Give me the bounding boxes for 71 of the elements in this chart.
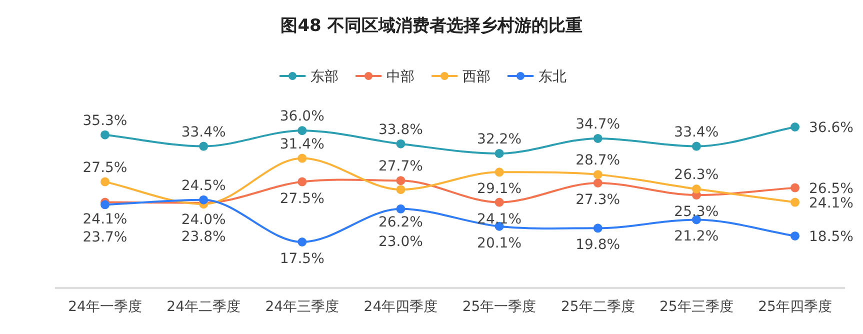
point [593,224,602,233]
x-tick-label: 24年三季度 [265,299,340,315]
data-label: 23.7% [82,230,128,246]
x-tick-label: 24年一季度 [68,299,142,315]
data-label: 24.1% [477,211,522,228]
point [298,126,307,136]
point [790,231,800,240]
point [298,177,307,186]
x-tick-label: 25年四季度 [758,299,832,315]
point [790,122,800,132]
data-label: 18.5% [809,228,854,245]
data-label: 26.5% [809,180,854,197]
point [593,178,602,188]
data-label: 29.1% [477,181,522,198]
point [298,238,307,246]
data-label: 26.3% [674,167,719,184]
data-label: 27.5% [280,190,324,207]
data-label: 33.4% [181,124,226,140]
legend-label: 东北 [538,69,566,85]
point [396,139,406,148]
point [790,198,800,207]
data-label: 36.0% [280,108,324,125]
chart-title: 图48 不同区域消费者选择乡村游的比重 [280,16,582,36]
point [494,168,504,177]
data-label: 23.8% [181,229,226,246]
data-label: 17.5% [280,251,324,267]
data-label: 24.1% [809,195,854,212]
data-label: 34.7% [576,116,620,132]
data-label: 20.1% [477,235,522,252]
point [199,195,208,204]
data-label: 35.3% [82,112,128,129]
point [790,183,800,192]
point [100,200,110,210]
point [692,184,701,194]
point [692,142,701,151]
point [494,198,504,207]
data-label: 33.4% [674,124,719,140]
x-tick-label: 25年三季度 [660,299,734,315]
data-label: 19.8% [576,237,620,254]
point [396,185,406,194]
point [396,204,406,214]
point [593,170,602,180]
point [100,177,110,186]
x-tick-label: 24年二季度 [166,299,240,315]
data-label: 23.0% [378,234,423,250]
data-label: 24.0% [181,212,226,228]
x-tick-label: 24年四季度 [364,299,438,315]
x-tick-label: 25年二季度 [560,299,635,315]
legend-label: 西部 [462,69,490,85]
data-label: 26.2% [378,214,423,231]
point [298,154,307,163]
data-label: 36.6% [809,120,854,136]
legend-label: 东部 [310,69,338,85]
data-label: 25.3% [674,204,719,220]
data-label: 24.1% [82,211,128,228]
data-label: 32.2% [477,131,522,148]
data-label: 27.5% [82,160,128,176]
point [396,176,406,186]
point [199,142,208,151]
data-label: 27.3% [576,192,620,208]
data-label: 21.2% [674,228,719,245]
point [494,148,504,158]
x-tick-label: 25年一季度 [462,299,536,315]
data-label: 31.4% [280,136,324,152]
point [100,130,110,140]
data-label: 33.8% [378,122,423,138]
data-label: 28.7% [576,152,620,169]
data-label: 24.5% [181,178,226,194]
legend-label: 中部 [386,69,414,85]
data-label: 27.7% [378,158,423,175]
point [593,134,602,143]
